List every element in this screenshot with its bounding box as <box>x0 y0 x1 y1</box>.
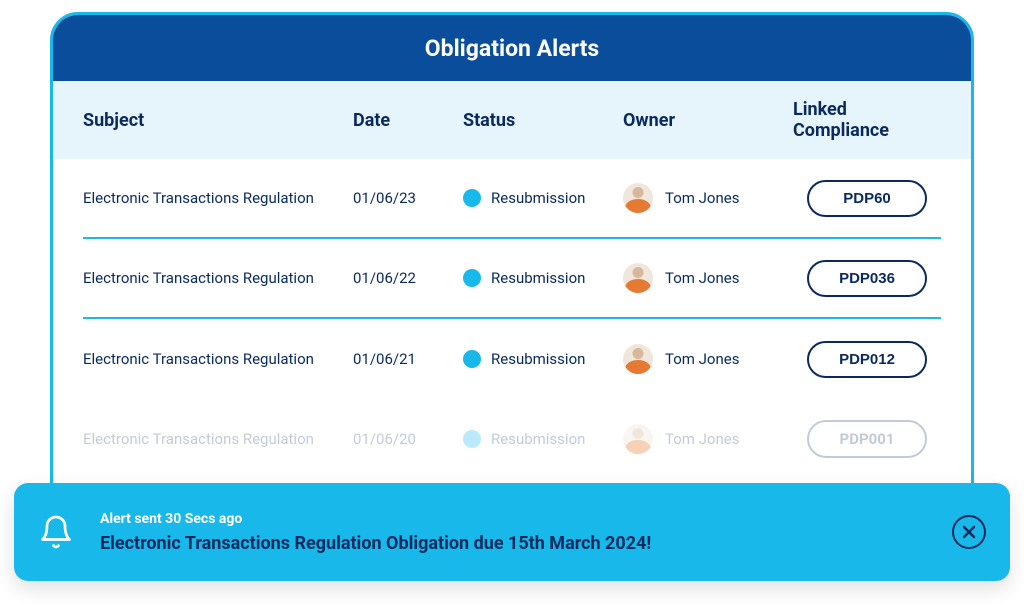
cell-owner: Tom Jones <box>623 344 793 374</box>
table-row-ghost: Electronic Transactions Regulation 01/06… <box>53 399 971 479</box>
compliance-pill-button: PDP001 <box>807 420 927 458</box>
owner-name: Tom Jones <box>665 350 739 368</box>
owner-name: Tom Jones <box>665 189 739 207</box>
table-header-row: Subject Date Status Owner Linked Complia… <box>53 81 971 159</box>
cell-status: Resubmission <box>463 269 623 287</box>
status-dot-icon <box>463 350 481 368</box>
toast-text: Alert sent 30 Secs ago Electronic Transa… <box>100 511 952 554</box>
avatar-icon <box>623 344 653 374</box>
cell-date: 01/06/21 <box>353 350 463 368</box>
card-header: Obligation Alerts <box>53 15 971 81</box>
column-header-owner: Owner <box>623 110 793 131</box>
card-title: Obligation Alerts <box>425 35 599 62</box>
close-icon <box>961 524 977 540</box>
cell-compliance: PDP012 <box>793 341 941 378</box>
owner-name: Tom Jones <box>665 269 739 287</box>
avatar-icon <box>623 424 653 454</box>
cell-date: 01/06/20 <box>353 430 463 448</box>
owner-name: Tom Jones <box>665 430 739 448</box>
status-text: Resubmission <box>491 430 585 448</box>
avatar-icon <box>623 183 653 213</box>
cell-status: Resubmission <box>463 350 623 368</box>
cell-compliance: PDP60 <box>793 180 941 217</box>
status-text: Resubmission <box>491 189 585 207</box>
avatar-icon <box>623 263 653 293</box>
compliance-pill-button[interactable]: PDP036 <box>807 260 927 297</box>
bell-icon <box>34 510 78 554</box>
compliance-pill-button[interactable]: PDP60 <box>807 180 927 217</box>
cell-compliance: PDP001 <box>793 420 941 458</box>
alert-toast: Alert sent 30 Secs ago Electronic Transa… <box>14 483 1010 581</box>
table-row[interactable]: Electronic Transactions Regulation 01/06… <box>83 239 941 319</box>
cell-owner: Tom Jones <box>623 263 793 293</box>
cell-subject: Electronic Transactions Regulation <box>83 430 353 448</box>
status-text: Resubmission <box>491 350 585 368</box>
table-body: Electronic Transactions Regulation 01/06… <box>53 159 971 399</box>
cell-date: 01/06/22 <box>353 269 463 287</box>
cell-compliance: PDP036 <box>793 260 941 297</box>
table-row[interactable]: Electronic Transactions Regulation 01/06… <box>83 159 941 239</box>
status-text: Resubmission <box>491 269 585 287</box>
toast-message: Electronic Transactions Regulation Oblig… <box>100 533 952 554</box>
cell-subject: Electronic Transactions Regulation <box>83 189 353 207</box>
cell-subject: Electronic Transactions Regulation <box>83 269 353 287</box>
column-header-subject: Subject <box>83 110 353 131</box>
compliance-pill-button[interactable]: PDP012 <box>807 341 927 378</box>
status-dot-icon <box>463 269 481 287</box>
table-row[interactable]: Electronic Transactions Regulation 01/06… <box>83 319 941 399</box>
cell-status: Resubmission <box>463 189 623 207</box>
cell-owner: Tom Jones <box>623 424 793 454</box>
cell-status: Resubmission <box>463 430 623 448</box>
column-header-date: Date <box>353 110 463 131</box>
close-button[interactable] <box>952 515 986 549</box>
toast-timestamp: Alert sent 30 Secs ago <box>100 511 952 527</box>
status-dot-icon <box>463 189 481 207</box>
cell-subject: Electronic Transactions Regulation <box>83 350 353 368</box>
cell-owner: Tom Jones <box>623 183 793 213</box>
column-header-status: Status <box>463 110 623 131</box>
cell-date: 01/06/23 <box>353 189 463 207</box>
column-header-compliance: Linked Compliance <box>793 99 941 141</box>
status-dot-icon <box>463 430 481 448</box>
obligation-alerts-card: Obligation Alerts Subject Date Status Ow… <box>50 12 974 564</box>
